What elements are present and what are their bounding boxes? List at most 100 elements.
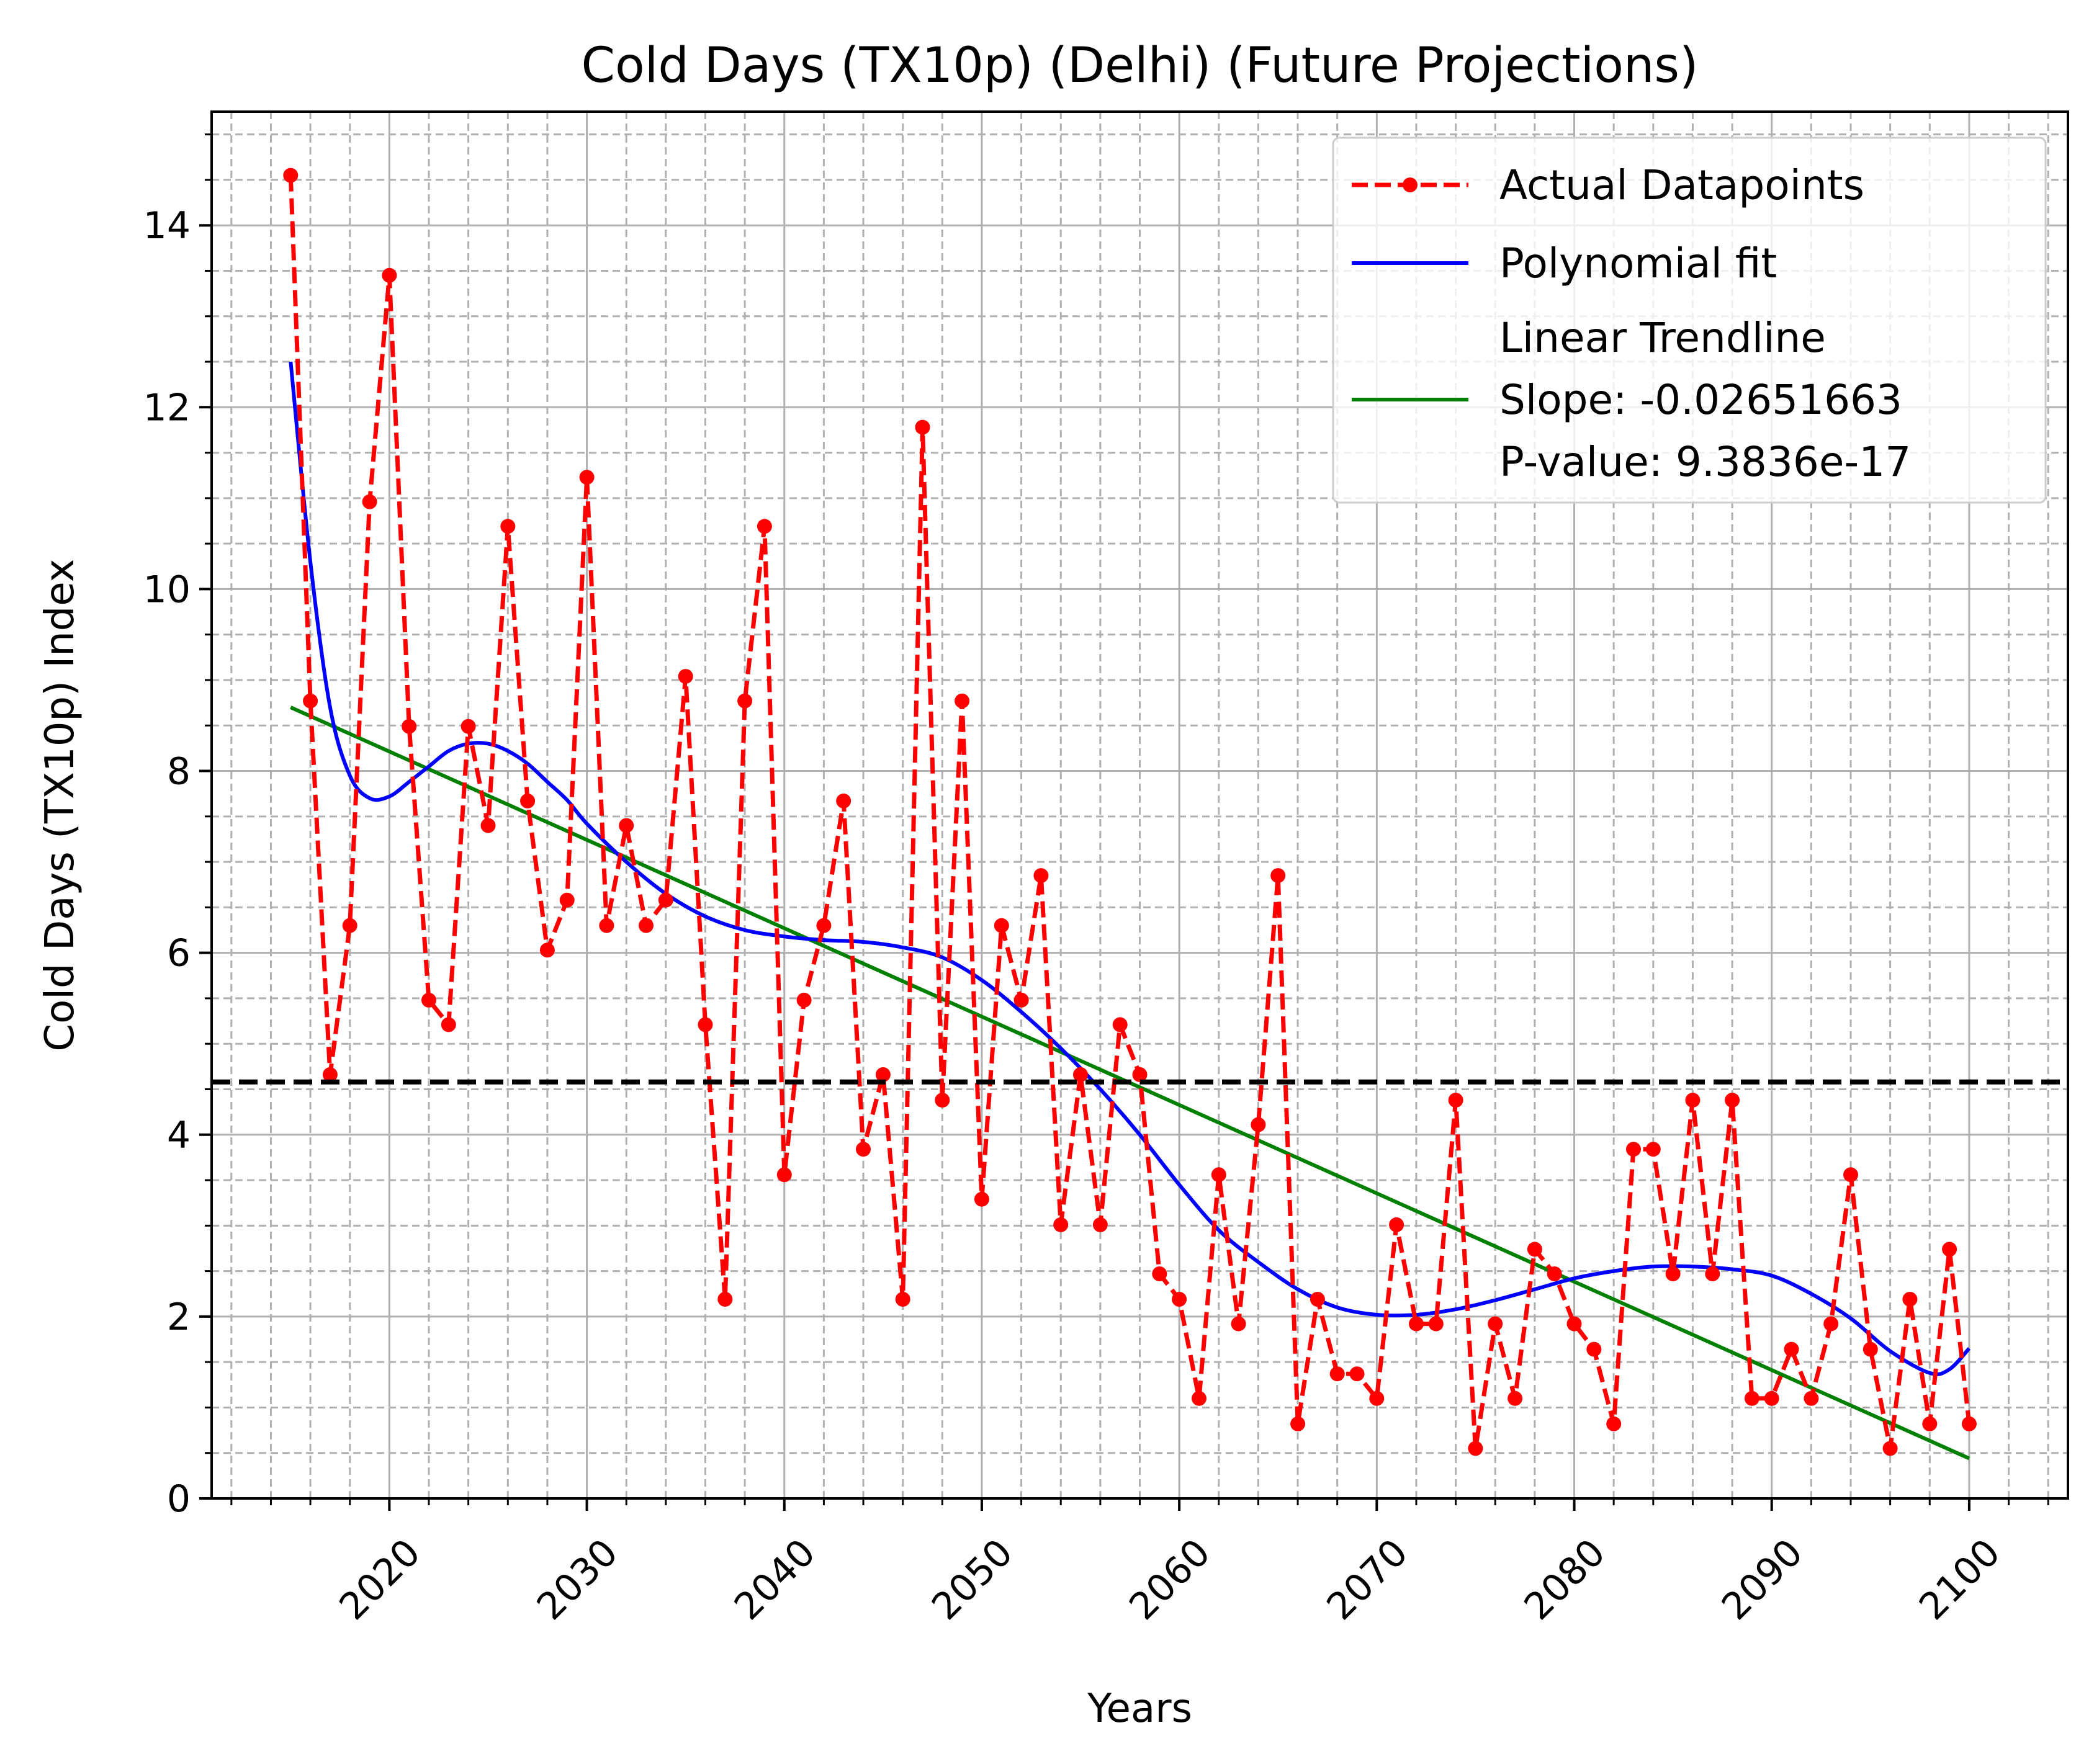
actual-datapoint-marker (895, 1292, 910, 1307)
actual-datapoint-marker (1882, 1441, 1898, 1456)
actual-datapoint-marker (1863, 1341, 1878, 1357)
actual-datapoint-marker (678, 669, 693, 684)
series-layer (212, 168, 2068, 1461)
actual-datapoint-marker (1468, 1441, 1483, 1456)
legend-linear-label-line1: Linear Trendline (1499, 314, 1826, 362)
actual-datapoint-marker (698, 1017, 713, 1032)
actual-datapoint-marker (1152, 1266, 1167, 1281)
y-tick-label: 0 (167, 1477, 191, 1521)
actual-datapoint-marker (1725, 1093, 1740, 1108)
actual-datapoint-marker (1310, 1292, 1325, 1307)
y-axis-label: Cold Days (TX10p) Index (37, 558, 83, 1051)
actual-datapoint-marker (520, 793, 536, 808)
legend-actual-label: Actual Datapoints (1499, 161, 1864, 209)
actual-datapoint-marker (1112, 1017, 1128, 1032)
actual-datapoint-marker (1211, 1167, 1226, 1183)
actual-datapoint-marker (856, 1142, 871, 1157)
actual-datapoint-marker (1843, 1167, 1858, 1183)
actual-datapoint-marker (1744, 1390, 1759, 1406)
actual-datapoint-marker (658, 892, 673, 908)
y-tick-label: 14 (143, 204, 191, 248)
y-tick-label: 10 (143, 568, 191, 611)
actual-datapoint-marker (836, 793, 852, 808)
actual-datapoint-marker (1349, 1366, 1365, 1382)
actual-datapoint-marker (1922, 1416, 1938, 1431)
actual-datapoint-marker (1685, 1093, 1701, 1108)
actual-datapoint-marker (382, 267, 397, 283)
actual-datapoint-marker (1626, 1142, 1641, 1157)
actual-datapoint-marker (935, 1093, 950, 1108)
actual-datapoint-marker (737, 693, 753, 709)
actual-datapoint-marker (1290, 1416, 1306, 1431)
actual-datapoint-marker (875, 1067, 891, 1082)
legend-linear-label-line2: Slope: -0.02651663 (1499, 376, 1902, 424)
actual-datapoint-marker (1823, 1316, 1839, 1332)
actual-datapoint-marker (1547, 1266, 1562, 1281)
actual-datapoint-marker (796, 992, 812, 1008)
actual-datapoint-marker (816, 918, 832, 933)
actual-datapoint-marker (1804, 1390, 1819, 1406)
actual-datapoint-marker (421, 992, 436, 1008)
legend-actual-marker (1403, 177, 1418, 192)
actual-datapoint-marker (1527, 1242, 1542, 1257)
actual-datapoint-marker (1606, 1416, 1622, 1431)
actual-datapoint-marker (362, 494, 377, 509)
actual-datapoint-marker (1033, 868, 1049, 884)
actual-datapoint-marker (1053, 1217, 1069, 1232)
actual-datapoint-marker (1192, 1390, 1207, 1406)
actual-datapoint-marker (1369, 1390, 1385, 1406)
y-tick-label: 8 (167, 750, 191, 794)
actual-datapoint-marker (1428, 1316, 1444, 1332)
actual-datapoint-marker (717, 1292, 733, 1307)
actual-datapoint-marker (559, 892, 575, 908)
actual-datapoint-marker (1586, 1341, 1602, 1357)
actual-datapoint-marker (322, 1067, 338, 1082)
actual-datapoint-marker (1942, 1242, 1957, 1257)
y-axis: 0 2 4 6 8 10 12 14 (143, 133, 212, 1521)
actual-datapoint-marker (1409, 1316, 1424, 1332)
actual-datapoints-line (288, 175, 1972, 1451)
actual-datapoint-marker (539, 942, 555, 958)
x-axis-label: Years (1087, 1686, 1192, 1732)
actual-datapoint-marker (283, 168, 299, 183)
actual-datapoint-marker (974, 1191, 989, 1207)
y-tick-label: 12 (143, 386, 191, 429)
actual-datapoint-marker (1448, 1093, 1463, 1108)
actual-datapoint-marker (441, 1017, 456, 1032)
actual-datapoint-marker (1705, 1266, 1720, 1281)
actual-datapoint-marker (955, 693, 970, 709)
actual-datapoint-marker (1389, 1217, 1404, 1232)
actual-datapoint-marker (342, 918, 357, 933)
actual-datapoint-marker (599, 918, 614, 933)
actual-datapoint-marker (1251, 1117, 1266, 1132)
actual-datapoint-marker (639, 918, 654, 933)
y-tick-label: 4 (167, 1114, 191, 1157)
actual-datapoint-marker (776, 1167, 792, 1183)
actual-datapoint-marker (402, 719, 417, 734)
legend-poly-label: Polynomial fit (1499, 240, 1777, 287)
actual-datapoint-marker (579, 470, 595, 485)
actual-datapoint-marker (1784, 1341, 1799, 1357)
actual-datapoint-marker (1172, 1292, 1187, 1307)
actual-datapoint-marker (1488, 1316, 1503, 1332)
actual-datapoint-marker (1665, 1266, 1681, 1281)
actual-datapoint-marker (1902, 1292, 1918, 1307)
actual-datapoint-marker (619, 818, 634, 833)
actual-datapoint-marker (1073, 1067, 1088, 1082)
y-tick-label: 6 (167, 932, 191, 975)
actual-datapoint-marker (1764, 1390, 1779, 1406)
actual-datapoint-marker (303, 693, 318, 709)
actual-datapoint-marker (1961, 1416, 1977, 1431)
legend-box (1332, 137, 2047, 504)
legend-linear-label-line3: P-value: 9.3836e-17 (1499, 438, 1911, 486)
actual-datapoint-marker (757, 519, 772, 534)
actual-datapoint-marker (500, 519, 516, 534)
actual-datapoint-marker (1508, 1390, 1523, 1406)
actual-datapoint-marker (1566, 1316, 1582, 1332)
y-tick-label: 2 (167, 1296, 191, 1339)
actual-datapoint-marker (461, 719, 476, 734)
actual-datapoint-marker (1013, 992, 1029, 1008)
actual-datapoint-marker (1092, 1217, 1108, 1232)
actual-datapoint-marker (1270, 868, 1286, 884)
